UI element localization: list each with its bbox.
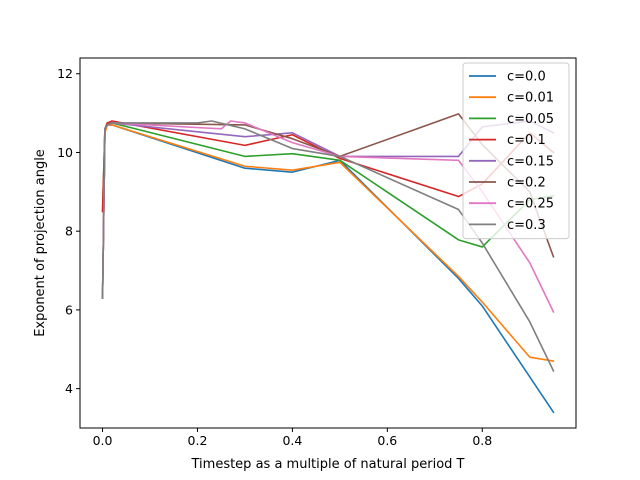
legend: c=0.0 c=0.01 c=0.05 c=0.1 c=0.15 c=0.2 c=0.25 c… (462, 62, 570, 240)
legend-box (462, 62, 570, 240)
x-tick-label: 0.8 (472, 433, 492, 448)
y-tick-label: 10 (57, 145, 73, 160)
axes-frame (79, 57, 577, 429)
legend-entry-label: c=0.01 (507, 91, 554, 106)
y-axis-label: Exponent of projection angle (33, 149, 48, 337)
plot-area (101, 113, 555, 414)
legend-entry-label: c=0.15 (507, 154, 554, 169)
x-tick-label: 0.6 (377, 433, 397, 448)
legend-entry-label: c=0.2 (507, 176, 546, 191)
y-tick-label: 12 (57, 66, 73, 81)
legend-entry-label: c=0.25 (507, 197, 554, 212)
y-tick-label: 8 (65, 224, 73, 239)
x-tick-label: 0.0 (93, 433, 113, 448)
legend-entry-label: c=0.05 (507, 112, 554, 127)
y-tick-label: 6 (65, 302, 73, 317)
legend-entry-label: c=0.0 (507, 70, 546, 85)
x-tick-label: 0.4 (282, 433, 302, 448)
series-line-c-0-3 (101, 120, 555, 372)
y-axis: 4 6 8 10 12 (57, 66, 80, 396)
x-axis: 0.0 0.2 0.4 0.6 0.8 (93, 428, 492, 448)
x-axis-label: Timestep as a multiple of natural period… (191, 457, 465, 472)
legend-entry-label: c=0.1 (507, 133, 546, 148)
legend-entry-label: c=0.3 (507, 218, 546, 233)
y-tick-label: 4 (65, 381, 73, 396)
x-tick-label: 0.2 (188, 433, 208, 448)
